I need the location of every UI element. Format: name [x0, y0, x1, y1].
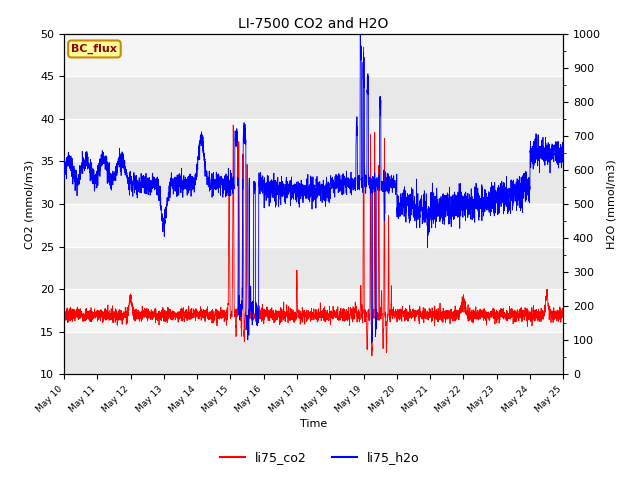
- Y-axis label: H2O (mmol/m3): H2O (mmol/m3): [607, 159, 616, 249]
- Bar: [64, 161, 563, 204]
- Bar: [64, 119, 563, 161]
- Bar: [64, 247, 563, 289]
- Bar: [64, 332, 563, 374]
- Bar: [64, 76, 563, 119]
- Text: BC_flux: BC_flux: [72, 44, 117, 54]
- X-axis label: Time: Time: [300, 420, 327, 430]
- Bar: [64, 34, 563, 76]
- Y-axis label: CO2 (mmol/m3): CO2 (mmol/m3): [24, 159, 35, 249]
- Bar: [64, 289, 563, 332]
- Bar: [64, 204, 563, 247]
- Title: LI-7500 CO2 and H2O: LI-7500 CO2 and H2O: [239, 17, 388, 31]
- Legend: li75_co2, li75_h2o: li75_co2, li75_h2o: [215, 446, 425, 469]
